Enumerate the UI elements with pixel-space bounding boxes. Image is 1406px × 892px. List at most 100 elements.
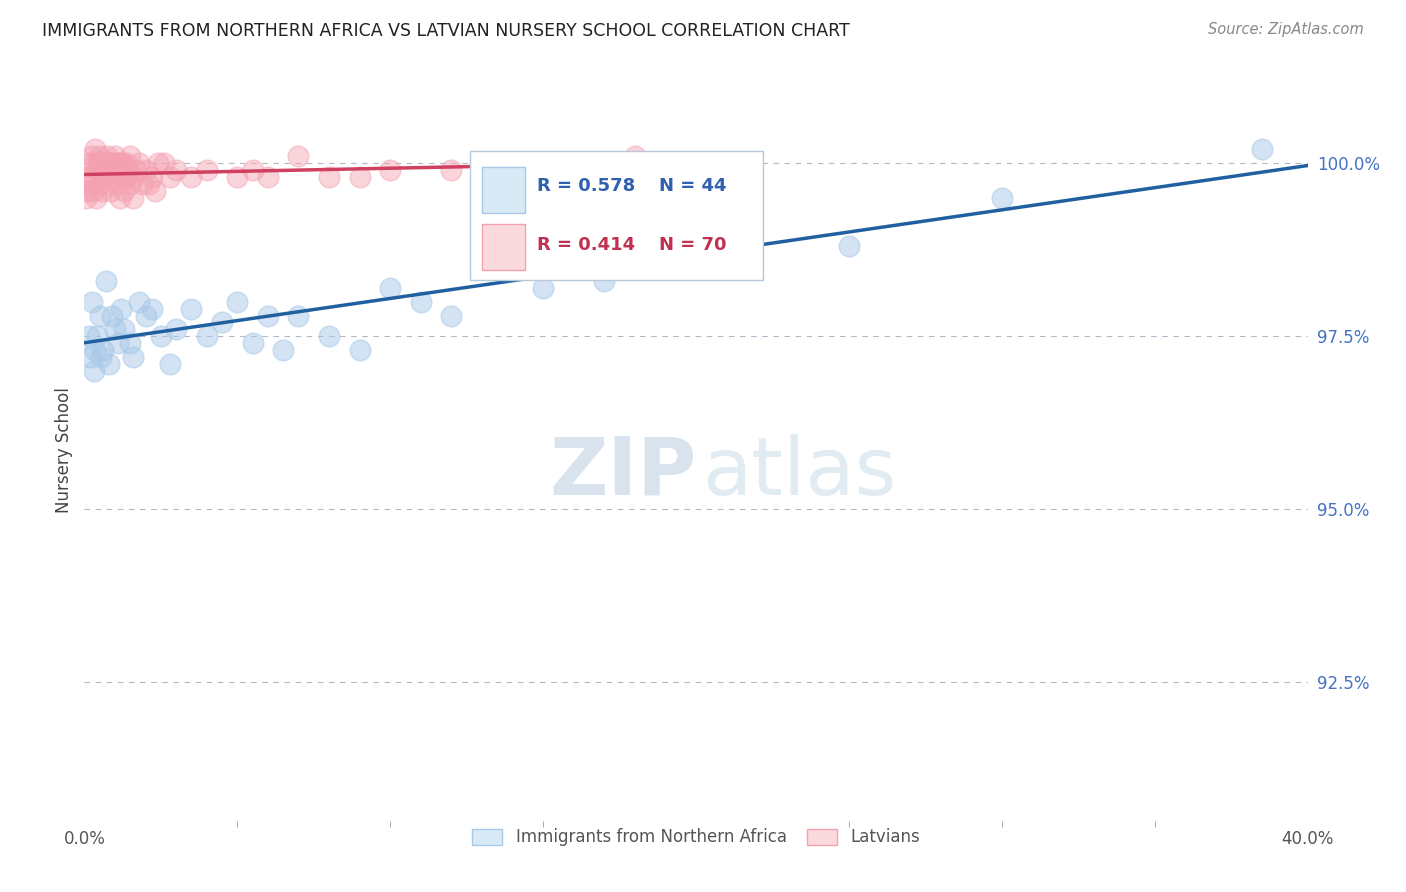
Point [91, 170, 114, 185]
Point [89, 149, 111, 163]
Point [86, 163, 108, 178]
Point [91, 343, 114, 358]
Point [98, 163, 121, 178]
Point [84, 143, 107, 157]
Y-axis label: Nursery School: Nursery School [55, 387, 73, 514]
Point [380, 163, 402, 178]
Legend: Immigrants from Northern Africa, Latvians: Immigrants from Northern Africa, Latvian… [465, 822, 927, 853]
FancyBboxPatch shape [482, 225, 524, 269]
FancyBboxPatch shape [482, 168, 524, 213]
Point [93, 156, 115, 170]
Point [195, 329, 218, 343]
Point [110, 191, 132, 205]
Point [101, 156, 124, 170]
Point [83, 364, 105, 378]
Point [77, 156, 100, 170]
Point [159, 170, 181, 185]
Point [562, 156, 585, 170]
Point [104, 149, 127, 163]
Point [107, 163, 129, 178]
Point [86, 329, 108, 343]
Point [112, 170, 135, 185]
Point [83, 156, 105, 170]
Point [110, 301, 132, 316]
Point [502, 156, 524, 170]
Point [125, 163, 148, 178]
Point [103, 170, 125, 185]
Point [94, 156, 117, 170]
Point [440, 163, 463, 178]
Point [75, 191, 97, 205]
Point [131, 177, 153, 191]
Point [115, 163, 138, 178]
Point [79, 350, 101, 364]
Text: IMMIGRANTS FROM NORTHERN AFRICA VS LATVIAN NURSERY SCHOOL CORRELATION CHART: IMMIGRANTS FROM NORTHERN AFRICA VS LATVI… [42, 22, 851, 40]
Point [100, 184, 122, 198]
Point [87, 177, 110, 191]
Point [77, 329, 100, 343]
Point [97, 357, 120, 371]
Point [105, 156, 128, 170]
Point [135, 163, 157, 178]
Point [287, 149, 309, 163]
Point [165, 322, 187, 336]
Point [89, 309, 111, 323]
Point [111, 156, 134, 170]
Point [242, 163, 264, 178]
Point [112, 184, 135, 198]
Point [128, 156, 150, 170]
Point [159, 357, 181, 371]
Point [118, 177, 141, 191]
Point [90, 156, 112, 170]
Point [105, 177, 128, 191]
Point [108, 156, 131, 170]
Point [112, 322, 135, 336]
Point [80, 149, 103, 163]
Point [195, 163, 218, 178]
Point [79, 170, 101, 185]
Point [121, 191, 143, 205]
Point [82, 184, 104, 198]
Point [122, 350, 145, 364]
Point [318, 170, 340, 185]
Point [380, 281, 402, 295]
Point [838, 239, 860, 253]
Point [91, 184, 114, 198]
Point [143, 184, 166, 198]
Point [471, 260, 494, 274]
Point [141, 301, 163, 316]
Point [593, 274, 616, 288]
Point [79, 177, 101, 191]
Point [242, 336, 264, 351]
Point [211, 315, 233, 329]
Point [180, 170, 202, 185]
Text: N = 44: N = 44 [659, 177, 727, 194]
Text: atlas: atlas [702, 434, 897, 512]
Point [318, 329, 340, 343]
Point [94, 274, 117, 288]
Text: Source: ZipAtlas.com: Source: ZipAtlas.com [1208, 22, 1364, 37]
Point [135, 309, 157, 323]
Point [101, 309, 124, 323]
Point [114, 156, 136, 170]
Point [685, 226, 707, 240]
Point [84, 191, 107, 205]
Point [257, 170, 280, 185]
Point [349, 170, 371, 185]
Point [146, 156, 169, 170]
Point [90, 350, 112, 364]
Point [180, 301, 202, 316]
Point [120, 336, 142, 351]
Point [110, 156, 132, 170]
Text: ZIP: ZIP [550, 434, 696, 512]
Point [94, 170, 117, 185]
Point [87, 156, 110, 170]
Point [120, 149, 142, 163]
Point [97, 156, 120, 170]
Point [115, 170, 138, 185]
Point [153, 156, 176, 170]
Point [141, 170, 163, 185]
Point [287, 309, 309, 323]
Text: N = 70: N = 70 [659, 236, 727, 254]
Point [257, 309, 280, 323]
